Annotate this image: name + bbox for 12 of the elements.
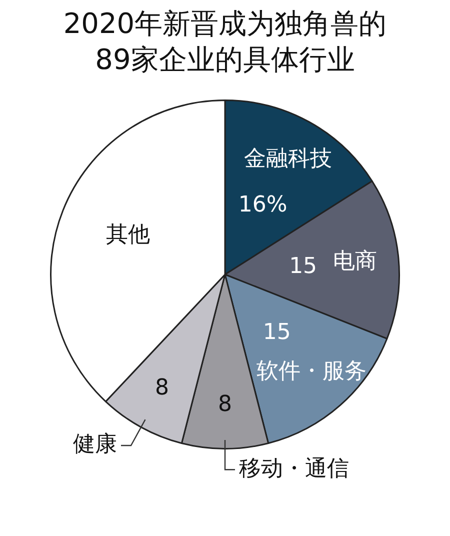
slice-label: 移动・通信 <box>239 456 349 482</box>
data-label: 15 <box>289 254 318 279</box>
data-label: 8 <box>218 392 232 417</box>
slice-label: 电商 <box>333 248 378 274</box>
slice-label: 软件・服务 <box>256 359 366 384</box>
chart-title: 2020年新晋成为独角兽的89家企业的具体行业 <box>62 6 388 78</box>
data-label: 16% <box>238 192 288 218</box>
slice-label: 金融科技 <box>244 146 332 172</box>
slice-label: 健康 <box>72 432 117 458</box>
data-label: 15 <box>262 320 291 346</box>
data-label: 8 <box>155 376 170 401</box>
slice-label: 其他 <box>106 222 150 248</box>
